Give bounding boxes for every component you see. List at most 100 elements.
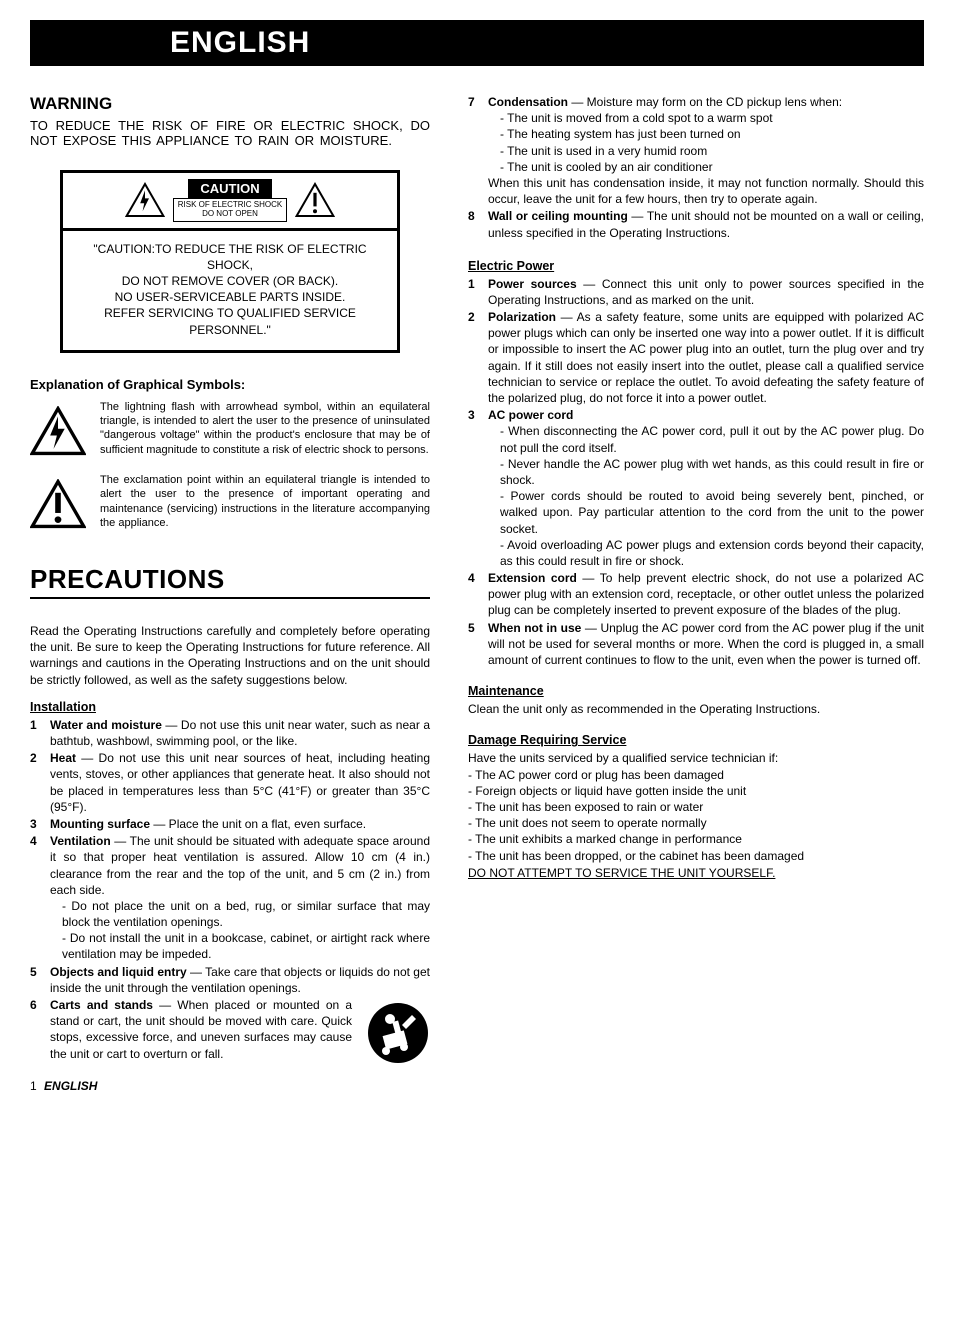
list-item: 2Heat — Do not use this unit near source… [30, 750, 430, 815]
language-banner: ENGLISH [30, 20, 924, 66]
sub-item: Never handle the AC power plug with wet … [500, 456, 924, 488]
installation-heading: Installation [30, 700, 430, 714]
sub-item: The unit is used in a very humid room [500, 143, 924, 159]
item-number: 8 [468, 208, 480, 240]
footer-lang: ENGLISH [44, 1079, 97, 1093]
item-number: 5 [30, 964, 42, 996]
maintenance-heading: Maintenance [468, 684, 924, 698]
item-body: When not in use — Unplug the AC power co… [488, 620, 924, 669]
list-item: 4Extension cord — To help prevent electr… [468, 570, 924, 619]
damage-heading: Damage Requiring Service [468, 733, 924, 747]
maintenance-text: Clean the unit only as recommended in th… [468, 701, 924, 717]
lightning-triangle-icon [30, 406, 86, 456]
sub-item: Power cords should be routed to avoid be… [500, 488, 924, 537]
damage-item: The AC power cord or plug has been damag… [468, 767, 924, 783]
list-item: 4Ventilation — The unit should be situat… [30, 833, 430, 963]
electric-heading: Electric Power [468, 259, 924, 273]
left-column: WARNING TO REDUCE THE RISK OF FIRE OR EL… [30, 94, 430, 1093]
item-number: 7 [468, 94, 480, 207]
item-lead: Water and moisture [50, 718, 162, 732]
caution-top-row: CAUTION RISK OF ELECTRIC SHOCK DO NOT OP… [63, 173, 397, 231]
item-lead: Mounting surface [50, 817, 150, 831]
two-column-layout: WARNING TO REDUCE THE RISK OF FIRE OR EL… [30, 94, 924, 1093]
item-body: Ventilation — The unit should be situate… [50, 833, 430, 963]
item-body: Objects and liquid entry — Take care tha… [50, 964, 430, 996]
list-item: 3 Mounting surface — Place the unit on a … [30, 816, 430, 832]
item-body: Mounting surface — Place the unit on a f… [50, 816, 430, 832]
lightning-symbol-row: The lightning flash with arrowhead symbo… [30, 400, 430, 457]
installation-list: 1Water and moisture — Do not use this un… [30, 717, 430, 1065]
item-number: 1 [468, 276, 480, 308]
right-top-list: 7Condensation — Moisture may form on the… [468, 94, 924, 241]
damage-item: The unit has been exposed to rain or wat… [468, 799, 924, 815]
lightning-triangle-icon [125, 182, 165, 218]
precautions-heading: PRECAUTIONS [30, 564, 430, 599]
caution-label-stack: CAUTION RISK OF ELECTRIC SHOCK DO NOT OP… [173, 179, 287, 222]
caution-box: CAUTION RISK OF ELECTRIC SHOCK DO NOT OP… [60, 170, 400, 353]
exclaim-triangle-icon [30, 479, 86, 529]
sub-list: The unit is moved from a cold spot to a … [488, 110, 924, 175]
caution-sub-line2: DO NOT OPEN [202, 209, 258, 218]
cart-row: Carts and stands — When placed or mounte… [50, 997, 430, 1065]
list-item: 2Polarization — As a safety feature, som… [468, 309, 924, 406]
item-number: 1 [30, 717, 42, 749]
damage-list: The AC power cord or plug has been damag… [468, 767, 924, 864]
item-lead: Ventilation [50, 834, 111, 848]
item-body: AC power cordWhen disconnecting the AC p… [488, 407, 924, 569]
caution-sub-line1: RISK OF ELECTRIC SHOCK [178, 200, 282, 209]
sub-list: When disconnecting the AC power cord, pu… [488, 423, 924, 569]
list-item: 6Carts and stands — When placed or mount… [30, 997, 430, 1065]
item-body: Power sources — Connect this unit only t… [488, 276, 924, 308]
sub-list: Do not place the unit on a bed, rug, or … [50, 898, 430, 963]
item-lead: Objects and liquid entry [50, 965, 187, 979]
sub-item: Do not install the unit in a bookcase, c… [62, 930, 430, 962]
list-item: 1Power sources — Connect this unit only … [468, 276, 924, 308]
right-column: 7Condensation — Moisture may form on the… [468, 94, 924, 1093]
list-item: 8Wall or ceiling mounting — The unit sho… [468, 208, 924, 240]
sub-item: The unit is cooled by an air conditioner [500, 159, 924, 175]
item-after-text: When this unit has condensation inside, … [488, 175, 924, 207]
item-lead: Power sources [488, 277, 577, 291]
item-text: — Do not use this unit near sources of h… [50, 751, 430, 814]
page-number: 1 [30, 1079, 37, 1093]
damage-item: The unit has been dropped, or the cabine… [468, 848, 924, 864]
item-body: Polarization — As a safety feature, some… [488, 309, 924, 406]
item-number: 2 [30, 750, 42, 815]
exclaim-symbol-row: The exclamation point within an equilate… [30, 473, 430, 530]
exclaim-triangle-icon [295, 182, 335, 218]
item-body: Water and moisture — Do not use this uni… [50, 717, 430, 749]
item-lead: AC power cord [488, 408, 573, 422]
item-number: 2 [468, 309, 480, 406]
item-lead: Extension cord [488, 571, 577, 585]
electric-list: 1Power sources — Connect this unit only … [468, 276, 924, 669]
item-lead: Carts and stands [50, 998, 153, 1012]
damage-intro: Have the units serviced by a qualified s… [468, 750, 924, 766]
cart-tip-icon [366, 1001, 430, 1065]
list-item: 1Water and moisture — Do not use this un… [30, 717, 430, 749]
item-number: 3 [468, 407, 480, 569]
item-text: — Moisture may form on the CD pickup len… [568, 95, 842, 109]
list-item: 5Objects and liquid entry — Take care th… [30, 964, 430, 996]
item-number: 5 [468, 620, 480, 669]
caution-body-text: "CAUTION:TO REDUCE THE RISK OF ELECTRIC … [63, 231, 397, 350]
sub-item: The unit is moved from a cold spot to a … [500, 110, 924, 126]
item-body: Wall or ceiling mounting — The unit shou… [488, 208, 924, 240]
warning-text: TO REDUCE THE RISK OF FIRE OR ELECTRIC S… [30, 118, 430, 148]
sub-item: The heating system has just been turned … [500, 126, 924, 142]
item-number: 3 [30, 816, 42, 832]
exclaim-symbol-text: The exclamation point within an equilate… [100, 473, 430, 530]
item-body: Extension cord — To help prevent electri… [488, 570, 924, 619]
sub-item: Do not place the unit on a bed, rug, or … [62, 898, 430, 930]
item-lead: Condensation [488, 95, 568, 109]
damage-item: The unit exhibits a marked change in per… [468, 831, 924, 847]
item-body: Condensation — Moisture may form on the … [488, 94, 924, 207]
sub-item: When disconnecting the AC power cord, pu… [500, 423, 924, 455]
sub-item: Avoid overloading AC power plugs and ext… [500, 537, 924, 569]
item-lead: Wall or ceiling mounting [488, 209, 628, 223]
list-item: 5When not in use — Unplug the AC power c… [468, 620, 924, 669]
symbols-heading: Explanation of Graphical Symbols: [30, 377, 430, 392]
precautions-intro: Read the Operating Instructions carefull… [30, 623, 430, 688]
damage-item: Foreign objects or liquid have gotten in… [468, 783, 924, 799]
damage-item: The unit does not seem to operate normal… [468, 815, 924, 831]
caution-badge: CAUTION [188, 179, 271, 198]
